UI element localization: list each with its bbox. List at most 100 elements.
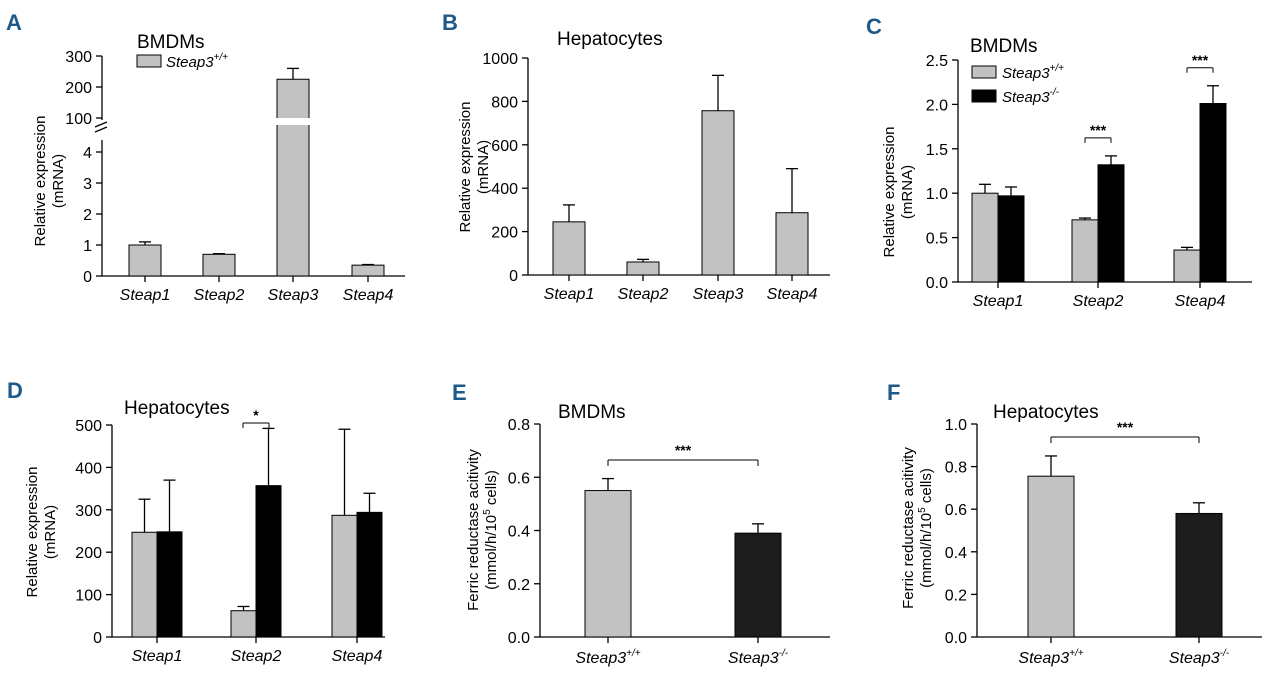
panel-e-y-tick-label: 0.8 [508, 417, 530, 434]
panel-b-category-label: Steap3 [693, 286, 744, 303]
panel-f-ylabel: Ferric reductase acitivity(mmol/h/105 ce… [900, 447, 935, 609]
panel-a-category-label: Steap4 [343, 287, 394, 304]
significance-label: * [253, 407, 259, 423]
panel-f-y-tick-label: 0.0 [945, 630, 967, 647]
panel-c-legend-label: Steap3-/- [1002, 87, 1060, 106]
panel-b-y-tick-label: 400 [491, 181, 518, 198]
panel-a-y-tick-label: 0 [83, 269, 92, 286]
panel-d-y-tick-label: 500 [75, 418, 102, 435]
panel-d-error-bar [363, 492, 376, 513]
panel-d-bar [156, 531, 183, 638]
panel-d-significance-bracket: * [242, 407, 270, 428]
panel-d-bar [230, 610, 257, 638]
panel-b-y-tick-label: 800 [491, 94, 518, 111]
panel-a-title: BMDMs [137, 32, 205, 53]
panel-letter-d: D [7, 378, 23, 403]
panel-c-bar [971, 192, 999, 283]
panel-d-y-tick-label: 100 [75, 588, 102, 605]
panel-d-bar [131, 531, 158, 638]
panel-e-y-tick-label: 0.6 [508, 470, 530, 487]
panel-c-category-label: Steap4 [1175, 293, 1226, 310]
panel-a-error-bar [287, 67, 299, 80]
panel-c-legend-swatch [971, 65, 997, 79]
panel-f-error-bar [1045, 455, 1057, 477]
panel-f-y-tick-label: 0.8 [945, 460, 967, 477]
panel-d-category-label: Steap2 [231, 648, 282, 665]
panel-d-ylabel: Relative expression(mRNA) [24, 467, 59, 598]
panel-c-error-bar [1105, 155, 1117, 165]
panel-a-y-tick-label: 1 [83, 238, 92, 255]
panel-f-y-tick-label: 0.4 [945, 545, 967, 562]
significance-label: *** [1192, 52, 1209, 68]
panel-c-significance-bracket: *** [1186, 52, 1214, 73]
panel-e-bar [734, 532, 782, 638]
significance-label: *** [1090, 122, 1107, 138]
panel-a-y-tick-label: 100 [65, 111, 92, 128]
panel-e-ylabel: Ferric reductase acitivity(mmol/h/105 ce… [465, 449, 500, 611]
panel-a-ylabel: Relative expression(mRNA) [32, 116, 67, 247]
panel-letter-e: E [452, 380, 467, 405]
panel-e-category-label: Steap3-/- [728, 648, 789, 667]
significance-label: *** [1117, 419, 1134, 435]
panel-c-y-tick-label: 2.0 [926, 97, 948, 114]
panel-letter-c: C [866, 14, 882, 39]
panel-a-error-bar [213, 253, 225, 255]
panel-c-bar [1199, 103, 1227, 283]
panel-d-y-tick-label: 300 [75, 503, 102, 520]
panel-d-error-bar [262, 427, 275, 486]
panel-c-category-label: Steap1 [973, 293, 1024, 310]
panel-d-category-label: Steap1 [132, 648, 183, 665]
panel-a-bar-break-gap [275, 118, 311, 125]
panel-a-y-tick-label: 200 [65, 80, 92, 97]
panel-f-y-tick-label: 1.0 [945, 417, 967, 434]
panel-letter-f: F [887, 380, 900, 405]
panel-a-error-bar [362, 263, 374, 266]
panel-b-title: Hepatocytes [557, 29, 663, 50]
panel-f-category-label: Steap3-/- [1169, 648, 1230, 667]
panel-b-bar [552, 221, 586, 276]
panel-f: F Hepatocytes Ferric reductase acitivity(m… [887, 380, 1262, 667]
panel-d-error-bar [338, 428, 351, 516]
panel-d-bar [255, 485, 282, 638]
panel-e-error-bar [602, 477, 614, 491]
panel-a-bar [202, 253, 236, 277]
panel-b-error-bar [786, 168, 798, 213]
panel-a-bar [276, 78, 310, 277]
panel-c-category-label: Steap2 [1073, 293, 1124, 310]
panel-d-bar [331, 514, 358, 638]
panel-a-bar [128, 244, 162, 277]
panel-c-error-bar [1207, 85, 1219, 104]
panel-e-category-label: Steap3+/+ [575, 648, 640, 667]
panel-d-y-tick-label: 0 [93, 630, 102, 647]
panel-a-y-tick-label: 300 [65, 49, 92, 66]
panel-c-error-bar [979, 183, 991, 194]
panel-a-y-tick-label: 3 [83, 176, 92, 193]
panel-a: A BMDMs Relative expression(mRNA) 0 1 2 3 4 100 2… [6, 10, 405, 304]
panel-d-bar [356, 511, 383, 638]
panel-c: C BMDMs Relative expression(mRNA) 0.0 0.5 1.0… [866, 14, 1252, 310]
panel-c-legend-label: Steap3+/+ [1002, 63, 1064, 82]
significance-label: *** [675, 442, 692, 458]
panel-e: E BMDMs Ferric reductase acitivity(mmol/h/… [452, 380, 830, 667]
panel-d-error-bar [237, 605, 250, 611]
panel-c-y-tick-label: 0.5 [926, 231, 948, 248]
panel-d-category-label: Steap4 [332, 648, 383, 665]
panel-letter-b: B [442, 10, 458, 35]
panel-c-legend-swatch [971, 89, 997, 103]
panel-b-bar [626, 261, 660, 276]
panel-d-error-bar [163, 479, 176, 532]
panel-c-y-tick-label: 1.0 [926, 186, 948, 203]
panel-e-y-tick-label: 0.2 [508, 577, 530, 594]
panel-c-significance-bracket: *** [1084, 122, 1112, 143]
panel-e-y-tick-label: 0.0 [508, 630, 530, 647]
panel-f-y-tick-label: 0.6 [945, 502, 967, 519]
panel-a-bar [351, 264, 385, 277]
panel-d-y-tick-label: 400 [75, 460, 102, 477]
panel-a-legend-label: Steap3+/+ [166, 52, 228, 71]
panel-c-title: BMDMs [970, 36, 1038, 57]
panel-b-bar [701, 110, 735, 276]
panel-b-category-label: Steap4 [767, 286, 818, 303]
panel-c-bar [1097, 164, 1125, 283]
panel-b-category-label: Steap2 [618, 286, 669, 303]
